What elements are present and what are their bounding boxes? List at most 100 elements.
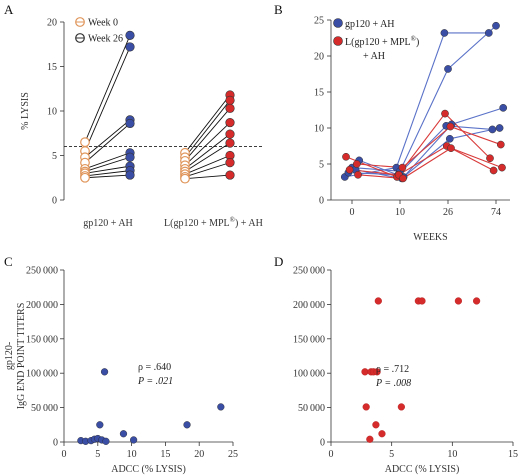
data-point — [366, 435, 374, 443]
data-point — [418, 297, 426, 305]
week26-point — [125, 170, 135, 180]
registered-mark: ® — [230, 216, 236, 224]
y-tick-label: 10 — [47, 107, 57, 118]
liposomal-point — [398, 163, 407, 172]
data-point — [378, 430, 386, 438]
panel-a-chart: 0 5 10 15 20 % LYSIS gp120 + AH L(gp120 + MP… — [20, 17, 263, 229]
gp120-ah-point — [440, 29, 449, 37]
week26-point — [225, 129, 235, 139]
liposomal-series-line — [349, 145, 494, 176]
x-tick-label: 0 — [62, 449, 67, 460]
y-tick-label: 15 — [47, 62, 57, 73]
legend-blue-marker — [333, 18, 343, 28]
liposomal-point — [441, 109, 449, 118]
panel-d-axes: 0 50 000 100 000 150 000 200 000 250 000 0 5 10 1… — [293, 266, 518, 461]
liposomal-point — [345, 165, 354, 174]
gp120-ah-point — [484, 29, 493, 37]
category-text: ) + AH — [235, 218, 263, 229]
panel-a-y-axis-label: % LYSIS — [20, 92, 31, 130]
pair-line — [84, 46, 131, 152]
registered-mark: ® — [411, 35, 417, 43]
y-tick-label: 5 — [52, 151, 57, 162]
panel-b-series-lines — [344, 25, 504, 179]
liposomal-series-line — [356, 125, 501, 169]
panel-d-chart: 0 50 000 100 000 150 000 200 000 250 000 0 5 10 1… — [293, 266, 518, 476]
gp120-ah-series-line — [351, 25, 497, 172]
week0-point — [80, 137, 90, 148]
x-tick-label: 10 — [127, 449, 137, 460]
week26-point — [225, 138, 235, 148]
panel-a-points — [80, 30, 235, 184]
y-tick-label: 50 000 — [31, 403, 58, 414]
week26-point — [125, 42, 135, 52]
data-point — [361, 368, 369, 376]
week26-point — [125, 118, 135, 129]
gp120-ah-point — [492, 21, 500, 30]
x-tick-label: 5 — [389, 449, 394, 460]
panel-c-chart: 0 50 000 100 000 150 000 200 000 250 000 0 5 10 1… — [4, 266, 238, 476]
x-tick-label: 15 — [508, 449, 518, 460]
legend-label-gp120-ah: gp120 + AH — [345, 19, 395, 30]
pair-line — [84, 156, 131, 172]
y-tick-label: 0 — [52, 196, 57, 207]
liposomal-point — [486, 154, 494, 163]
pair-line — [184, 108, 231, 162]
pair-line — [84, 35, 131, 143]
week26-point — [225, 95, 235, 105]
liposomal-point — [496, 140, 505, 149]
liposomal-point — [399, 174, 407, 183]
panel-b-chart: 0 5 10 15 20 25 0 10 26 74 WEEKS gp120 + AH L(gp1… — [314, 16, 510, 243]
data-point — [102, 437, 110, 445]
pair-line — [184, 94, 231, 154]
panel-c-x-axis-label: ADCC (% LYSIS) — [111, 464, 186, 475]
pair-line — [84, 174, 131, 179]
panel-d-x-axis-label: ADCC (% LYSIS) — [385, 464, 460, 475]
data-point — [119, 430, 128, 438]
pair-line — [84, 152, 131, 170]
data-point — [96, 421, 104, 429]
pair-line — [184, 133, 231, 170]
panel-d-letter: D — [274, 254, 283, 269]
gp120-ah-point — [499, 103, 508, 112]
panel-a-legend: Week 0 Week 26 — [75, 17, 123, 45]
gp120-ah-point — [488, 125, 497, 134]
pair-line — [84, 123, 131, 163]
panel-c-axes: 0 50 000 100 000 150 000 200 000 250 000 0 5 10 1… — [26, 266, 238, 461]
week26-point — [225, 170, 235, 180]
panel-b-points — [340, 21, 508, 183]
gp120-ah-point — [495, 124, 504, 132]
x-tick-label: 0 — [329, 449, 334, 460]
liposomal-series-line — [357, 147, 503, 179]
y-tick-label: 0 — [319, 196, 324, 207]
panel-b-legend: gp120 + AH L(gp120 + MPL®) + AH — [333, 18, 419, 62]
pair-line — [184, 100, 231, 158]
week26-point — [125, 152, 135, 162]
liposomal-point — [447, 144, 455, 153]
week0-point — [80, 172, 90, 183]
panel-c-p-value: P = .021 — [137, 376, 173, 387]
pair-line — [84, 119, 131, 158]
week26-point — [225, 158, 235, 168]
pair-line — [184, 122, 231, 166]
week0-point — [180, 173, 190, 184]
y-tick-label: 250 000 — [26, 266, 58, 277]
y-tick-label: 100 000 — [293, 369, 325, 380]
x-tick-label: 0 — [350, 207, 355, 218]
liposomal-point — [354, 170, 362, 179]
y-tick-label: 5 — [319, 160, 324, 171]
data-point — [473, 297, 481, 305]
legend-label: Week 0 — [88, 18, 118, 29]
panel-c-y-axis-label-line2: IgG END POINT TITERS — [16, 303, 27, 410]
x-tick-label: 25 — [228, 449, 238, 460]
data-point — [362, 403, 370, 411]
pair-line — [184, 142, 231, 172]
legend-label-liposomal: L(gp120 + MPL®) — [345, 35, 419, 48]
y-tick-label: 250 000 — [293, 266, 325, 277]
x-tick-label: 74 — [491, 207, 501, 218]
legend-red-marker — [333, 36, 343, 46]
y-tick-label: 0 — [320, 438, 325, 449]
pair-line — [84, 165, 131, 174]
y-tick-label: 0 — [53, 438, 58, 449]
y-tick-label: 50 000 — [298, 403, 325, 414]
